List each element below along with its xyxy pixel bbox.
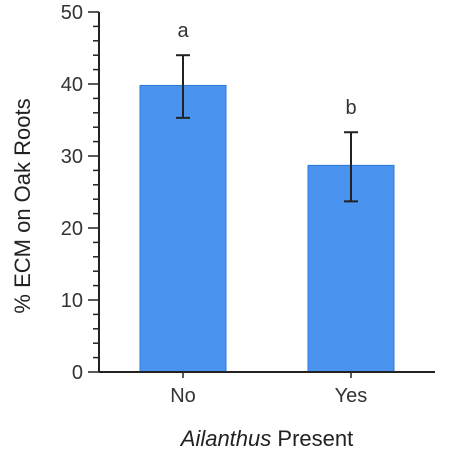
y-tick-label: 0 [72,362,83,384]
significance-label: a [177,20,189,42]
y-axis-label: % ECM on Oak Roots [10,98,35,313]
x-axis-label: Ailanthus Present [179,426,353,451]
y-tick-label: 50 [61,2,83,24]
x-axis-ticks: No Yes [170,372,367,407]
significance-label: b [345,97,356,119]
y-tick-label: 10 [61,290,83,312]
x-axis-label-italic: Ailanthus [179,426,272,451]
y-tick-label: 30 [61,146,83,168]
y-tick-label: 20 [61,218,83,240]
x-axis-label-rest: Present [271,426,353,451]
x-tick-label: No [170,385,196,407]
plot-area: ab [139,20,395,373]
y-tick-label: 40 [61,74,83,96]
x-tick-label: Yes [335,385,368,407]
bar-no [139,84,227,373]
y-axis-ticks: 0 10 20 30 40 50 [61,2,99,384]
